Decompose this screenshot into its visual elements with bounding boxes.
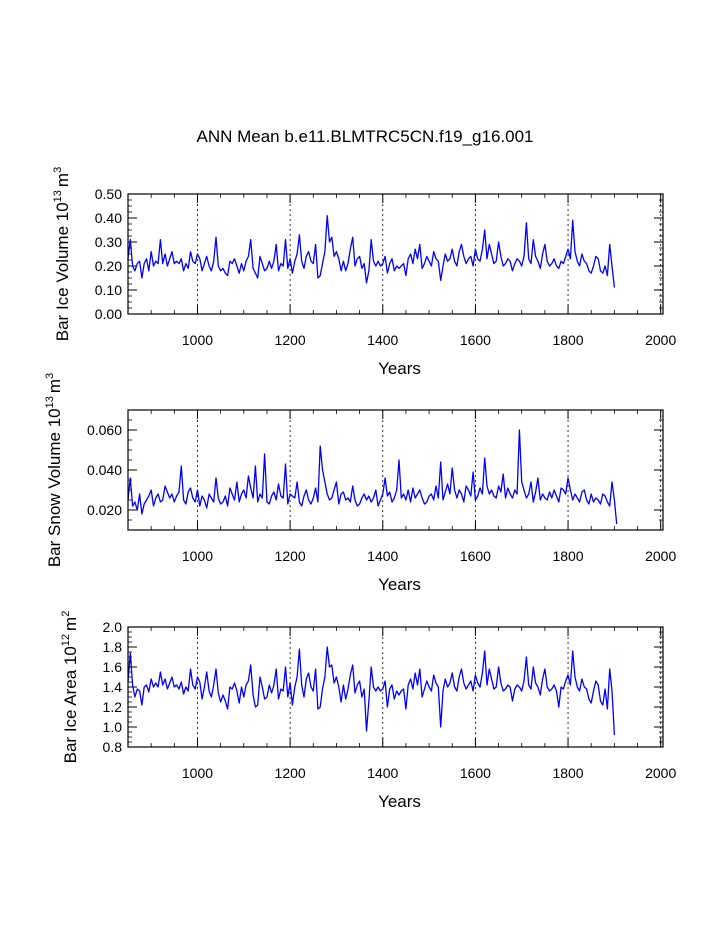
ice-area-series-line-0 <box>127 646 616 736</box>
ice-area-ylabel: Bar Ice Area 1012 m2 <box>60 611 80 764</box>
panels: 1000 1200 1400 1600 1800 2000 0.00 0.10 0.20 0.30… <box>44 167 676 811</box>
snow-volume-xtick-label-3: 1600 <box>460 548 491 564</box>
ice-area-ylabel-text: Bar Ice Area 10 <box>61 646 80 763</box>
ice-volume-ytick-label-5: 0.50 <box>95 186 122 202</box>
snow-volume-ytick-label-0: 0.020 <box>87 502 122 518</box>
ice-area-xtick-label-3: 1600 <box>460 765 491 781</box>
snow-volume-xtick-label-0: 1000 <box>182 548 213 564</box>
snow-volume-ylabel-unit: m <box>45 379 64 393</box>
ice-volume-xtick-label-3: 1600 <box>460 332 491 348</box>
ice-area-xtick-label-5: 2000 <box>645 765 676 781</box>
ice-area-xtick-label-1: 1200 <box>275 765 306 781</box>
snow-volume-series-line-0 <box>127 429 618 525</box>
ice-volume-xlabel: Years <box>378 359 421 378</box>
ice-volume-minor-ticks <box>128 193 663 315</box>
ice-volume-ytick-label-0: 0.00 <box>95 306 122 322</box>
ice-volume-ytick-label-1: 0.10 <box>95 282 122 298</box>
ice-volume-series-line-0 <box>127 214 616 288</box>
ice-area-ytick-label-4: 1.6 <box>103 659 123 675</box>
snow-volume-ylabel-unit-exp: 3 <box>44 373 56 379</box>
ice-area-ytick-label-3: 1.4 <box>103 679 123 695</box>
ice-volume-xtick-label-2: 1400 <box>367 332 398 348</box>
snow-volume-xtick-label-2: 1400 <box>367 548 398 564</box>
ice-area-xtick-label-4: 1800 <box>552 765 583 781</box>
ice-area-xtick-label-2: 1400 <box>367 765 398 781</box>
ice-volume-ylabel-unit-exp: 3 <box>52 167 64 173</box>
snow-volume-ylabel-exp: 13 <box>44 396 56 408</box>
ice-area-xtick-label-0: 1000 <box>182 765 213 781</box>
snow-volume-xtick-label-4: 1800 <box>552 548 583 564</box>
ice-volume-xtick-label-5: 2000 <box>645 332 676 348</box>
ice-volume-ylabel-unit: m <box>53 173 72 187</box>
snow-volume-panel: 1000 1200 1400 1600 1800 2000 0.020 0.040 0.060 Y… <box>44 373 676 594</box>
ice-area-ylabel-exp: 12 <box>60 634 72 646</box>
ice-volume-ytick-label-4: 0.40 <box>95 210 122 226</box>
ice-area-panel: 1000 1200 1400 1600 1800 2000 0.8 1.0 1.2 1.4 1.6 1… <box>60 611 676 811</box>
ice-area-ytick-label-2: 1.2 <box>103 699 123 715</box>
ice-volume-plot-frame <box>127 193 664 315</box>
figure-title: ANN Mean b.e11.BLMTRC5CN.f19_g16.001 <box>196 127 533 146</box>
ice-volume-xtick-label-4: 1800 <box>552 332 583 348</box>
snow-volume-xtick-label-5: 2000 <box>645 548 676 564</box>
snow-volume-ylabel-text: Bar Snow Volume 10 <box>45 408 64 567</box>
ice-volume-panel: 1000 1200 1400 1600 1800 2000 0.00 0.10 0.20 0.30… <box>52 167 676 378</box>
ice-volume-xtick-label-0: 1000 <box>182 332 213 348</box>
ice-area-ytick-label-1: 1.0 <box>103 719 123 735</box>
ice-volume-ylabel: Bar Ice Volume 1013 m3 <box>52 167 72 341</box>
snow-volume-ylabel: Bar Snow Volume 1013 m3 <box>44 373 64 567</box>
ice-area-ylabel-unit-exp: 2 <box>60 611 72 617</box>
snow-volume-xlabel: Years <box>378 575 421 594</box>
ice-volume-ytick-label-3: 0.30 <box>95 234 122 250</box>
ice-area-ytick-label-6: 2.0 <box>103 619 123 635</box>
snow-volume-ytick-label-2: 0.060 <box>87 422 122 438</box>
ice-area-ylabel-unit: m <box>61 617 80 631</box>
ice-area-ytick-label-0: 0.8 <box>103 739 123 755</box>
ice-volume-ylabel-exp: 13 <box>52 190 64 202</box>
snow-volume-plot-frame <box>127 409 664 531</box>
ice-volume-xtick-label-1: 1200 <box>275 332 306 348</box>
ice-area-ytick-label-5: 1.8 <box>103 639 123 655</box>
snow-volume-minor-ticks <box>128 409 663 531</box>
snow-volume-xtick-label-1: 1200 <box>275 548 306 564</box>
ice-area-xlabel: Years <box>378 792 421 811</box>
ice-volume-ytick-label-2: 0.20 <box>95 258 122 274</box>
snow-volume-ytick-label-1: 0.040 <box>87 462 122 478</box>
ice-area-plot-frame <box>127 626 664 748</box>
ice-volume-ylabel-text: Bar Ice Volume 10 <box>53 202 72 341</box>
